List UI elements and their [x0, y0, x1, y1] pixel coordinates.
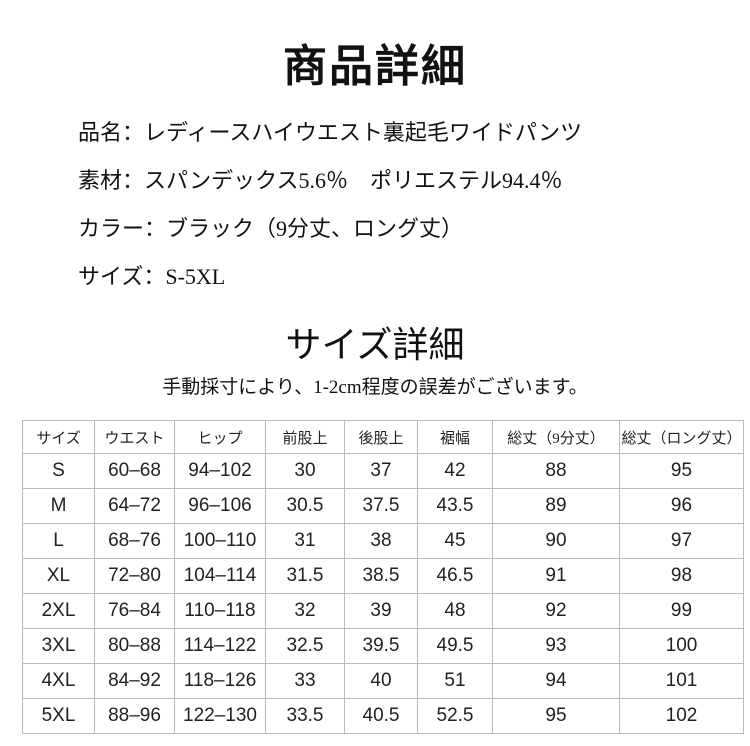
table-cell: 51	[417, 663, 493, 699]
table-cell: 後股上	[344, 420, 418, 454]
table-cell: 96–106	[174, 488, 266, 524]
spec-line: カラー：ブラック（9分丈、ロング丈）	[78, 216, 464, 241]
table-cell: 93	[492, 628, 620, 664]
table-cell: 4XL	[22, 663, 95, 699]
table-cell: 96	[619, 488, 744, 524]
table-row: 5XL 88–96 122–130 33.5 40.5 52.5 95 102	[22, 698, 744, 734]
table-cell: 39	[344, 593, 418, 629]
table-cell: L	[22, 523, 95, 559]
table-cell: 90	[492, 523, 620, 559]
table-cell: 98	[619, 558, 744, 594]
table-cell: サイズ	[22, 420, 95, 454]
table-cell: 43.5	[417, 488, 493, 524]
table-cell: 122–130	[174, 698, 266, 734]
size-table: サイズ ウエスト ヒップ 前股上 後股上 裾幅 総丈（9分丈） 総丈（ロング丈） S 60–68 9…	[22, 420, 744, 734]
table-cell: 32	[265, 593, 345, 629]
table-cell: 33.5	[265, 698, 345, 734]
table-cell: 95	[619, 453, 744, 489]
table-cell: 80–88	[94, 628, 175, 664]
table-cell: 97	[619, 523, 744, 559]
table-cell: 37.5	[344, 488, 418, 524]
table-cell: 84–92	[94, 663, 175, 699]
title: 商品詳細	[283, 42, 467, 91]
table-row: サイズ ウエスト ヒップ 前股上 後股上 裾幅 総丈（9分丈） 総丈（ロング丈）	[22, 420, 744, 454]
table-cell: ウエスト	[94, 420, 175, 454]
table-cell: 64–72	[94, 488, 175, 524]
table-cell: 38.5	[344, 558, 418, 594]
table-cell: ヒップ	[174, 420, 266, 454]
table-cell: 72–80	[94, 558, 175, 594]
table-cell: 42	[417, 453, 493, 489]
spec-line: 素材：スパンデックス5.6％ ポリエステル94.4％	[78, 168, 563, 193]
table-cell: 裾幅	[417, 420, 493, 454]
table-cell: 88–96	[94, 698, 175, 734]
table-cell: 31	[265, 523, 345, 559]
table-cell: 40	[344, 663, 418, 699]
table-cell: 33	[265, 663, 345, 699]
table-cell: 48	[417, 593, 493, 629]
spec-line: サイズ：S-5XL	[78, 264, 226, 289]
table-cell: 総丈（ロング丈）	[619, 420, 744, 454]
table-row: XL 72–80 104–114 31.5 38.5 46.5 91 98	[22, 558, 744, 594]
note: 手動採寸により、1-2cm程度の誤差がございます。	[162, 377, 588, 398]
table-row: 4XL 84–92 118–126 33 40 51 94 101	[22, 663, 744, 699]
table-cell: 5XL	[22, 698, 95, 734]
table-cell: 3XL	[22, 628, 95, 664]
table-row: L 68–76 100–110 31 38 45 90 97	[22, 523, 744, 559]
table-cell: M	[22, 488, 95, 524]
table-cell: 92	[492, 593, 620, 629]
table-cell: 2XL	[22, 593, 95, 629]
table-cell: S	[22, 453, 95, 489]
table-cell: 31.5	[265, 558, 345, 594]
table-cell: 94	[492, 663, 620, 699]
spec-line: 品名：レディースハイウエスト裏起毛ワイドパンツ	[78, 120, 583, 145]
table-cell: 94–102	[174, 453, 266, 489]
table-cell: XL	[22, 558, 95, 594]
table-row: M 64–72 96–106 30.5 37.5 43.5 89 96	[22, 488, 744, 524]
table-cell: 32.5	[265, 628, 345, 664]
table-cell: 104–114	[174, 558, 266, 594]
section-title: サイズ詳細	[285, 325, 465, 365]
table-cell: 95	[492, 698, 620, 734]
table-cell: 100–110	[174, 523, 266, 559]
table-cell: 39.5	[344, 628, 418, 664]
table-cell: 76–84	[94, 593, 175, 629]
table-cell: 118–126	[174, 663, 266, 699]
table-cell: 110–118	[174, 593, 266, 629]
table-cell: 38	[344, 523, 418, 559]
table-cell: 68–76	[94, 523, 175, 559]
table-row: 3XL 80–88 114–122 32.5 39.5 49.5 93 100	[22, 628, 744, 664]
table-cell: 60–68	[94, 453, 175, 489]
table-row: S 60–68 94–102 30 37 42 88 95	[22, 453, 744, 489]
table-cell: 37	[344, 453, 418, 489]
table-cell: 91	[492, 558, 620, 594]
table-cell: 46.5	[417, 558, 493, 594]
table-cell: 114–122	[174, 628, 266, 664]
table-cell: 49.5	[417, 628, 493, 664]
table-cell: 100	[619, 628, 744, 664]
table-cell: 45	[417, 523, 493, 559]
table-cell: 30.5	[265, 488, 345, 524]
table-cell: 前股上	[265, 420, 345, 454]
table-cell: 40.5	[344, 698, 418, 734]
table-cell: 52.5	[417, 698, 493, 734]
table-cell: 99	[619, 593, 744, 629]
table-cell: 88	[492, 453, 620, 489]
table-cell: 101	[619, 663, 744, 699]
table-cell: 102	[619, 698, 744, 734]
table-row: 2XL 76–84 110–118 32 39 48 92 99	[22, 593, 744, 629]
table-cell: 30	[265, 453, 345, 489]
table-cell: 総丈（9分丈）	[492, 420, 620, 454]
table-cell: 89	[492, 488, 620, 524]
